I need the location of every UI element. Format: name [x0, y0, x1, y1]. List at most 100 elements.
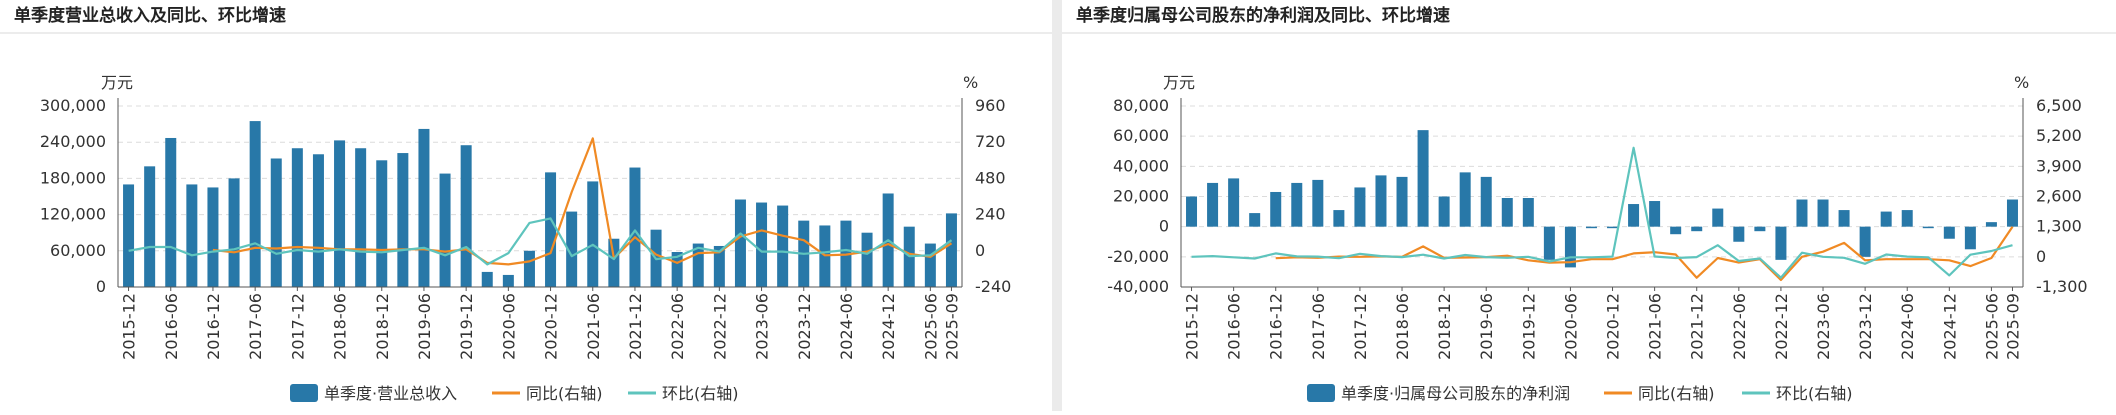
bar	[924, 243, 936, 287]
bar	[1691, 226, 1703, 232]
bar	[312, 154, 324, 287]
y-tick-label-right: 3,900	[2036, 156, 2082, 175]
x-tick-label: 2023-12	[1856, 293, 1875, 360]
y-tick-label-right: 5,200	[2036, 126, 2082, 145]
y-tick-label-right: 720	[975, 132, 1006, 151]
x-tick-label: 2016-12	[1267, 293, 1286, 360]
bar	[1459, 172, 1471, 227]
legend-label: 同比(右轴)	[526, 384, 603, 403]
y-tick-label-left: 80,000	[1113, 96, 1169, 115]
bar	[1228, 178, 1240, 227]
x-tick-label: 2015-12	[1183, 293, 1202, 360]
legend-swatch-bar	[1307, 384, 1335, 402]
bar	[523, 250, 535, 287]
legend-label: 同比(右轴)	[1638, 384, 1715, 403]
legend-label: 单季度·营业总收入	[324, 384, 457, 403]
x-tick-label: 2025-06	[921, 293, 940, 360]
y-tick-label-left: 0	[96, 277, 106, 296]
bar	[1985, 222, 1997, 227]
bar	[1796, 199, 1808, 227]
x-tick-label: 2023-12	[795, 293, 814, 360]
y-tick-label-left: 240,000	[40, 132, 106, 151]
bar	[1396, 176, 1408, 227]
bar	[1333, 210, 1345, 227]
x-tick-label: 2024-06	[1898, 293, 1917, 360]
x-tick-label: 2024-12	[1940, 293, 1959, 360]
bar	[566, 211, 578, 287]
chart-title: 单季度营业总收入及同比、环比增速	[14, 5, 286, 26]
bar	[1585, 226, 1597, 229]
x-tick-label: 2019-06	[1477, 293, 1496, 360]
net-profit-chart: 单季度归属母公司股东的净利润及同比、环比增速 -40,000 -20,000 0 20…	[1062, 5, 2116, 403]
y-tick-label-left: 60,000	[1113, 126, 1169, 145]
bar	[1712, 208, 1724, 227]
series-line	[1191, 146, 2013, 279]
bar	[355, 148, 367, 287]
bar	[165, 137, 177, 287]
y-tick-label-right: 0	[2036, 247, 2046, 266]
bar	[1480, 176, 1492, 227]
x-tick-label: 2025-09	[2003, 293, 2022, 360]
panel-separator	[1052, 0, 1062, 411]
bar	[1438, 196, 1450, 227]
y-tick-label-left: 60,000	[50, 241, 106, 260]
y-tick-label-right: -240	[975, 277, 1011, 296]
y-tick-label-right: 480	[975, 168, 1006, 187]
bar	[1186, 196, 1198, 227]
x-tick-label: 2017-12	[288, 293, 307, 360]
bar	[207, 187, 219, 287]
legend-label: 单季度·归属母公司股东的净利润	[1341, 384, 1570, 403]
bar	[1312, 179, 1324, 227]
x-tick-label: 2020-12	[1604, 293, 1623, 360]
x-tick-label: 2016-06	[1225, 293, 1244, 360]
y-tick-label-right: 960	[975, 96, 1006, 115]
x-tick-label: 2022-06	[1730, 293, 1749, 360]
y-tick-label-left: 40,000	[1113, 156, 1169, 175]
bar	[1628, 204, 1640, 227]
bar	[1270, 191, 1282, 227]
bar	[1607, 226, 1619, 229]
bar	[671, 252, 683, 287]
y-tick-label-right: 2,600	[2036, 187, 2082, 206]
x-tick-label: 2016-06	[162, 293, 181, 360]
x-tick-label: 2022-06	[668, 293, 687, 360]
bar	[249, 121, 261, 287]
bar	[1838, 210, 1850, 227]
bar	[481, 271, 493, 287]
x-tick-label: 2017-06	[246, 293, 265, 360]
bar	[1964, 226, 1976, 250]
bar	[692, 243, 704, 287]
bar	[228, 178, 240, 287]
bar	[439, 173, 451, 287]
bar	[1564, 226, 1576, 268]
x-tick-label: 2021-06	[1646, 293, 1665, 360]
bar	[1522, 198, 1534, 227]
bar	[1249, 213, 1261, 227]
x-tick-label: 2021-12	[626, 293, 645, 360]
y-tick-label-right: -1,300	[2036, 277, 2088, 296]
y-axis-unit-left: 万元	[101, 73, 133, 92]
x-tick-label: 2023-06	[753, 293, 772, 360]
bar	[1901, 210, 1913, 227]
bar	[734, 199, 746, 287]
bar	[861, 232, 873, 287]
y-tick-label-left: 300,000	[40, 96, 106, 115]
bar	[1733, 226, 1745, 242]
bar	[1922, 226, 1934, 229]
x-tick-label: 2020-12	[542, 293, 561, 360]
y-tick-label-right: 240	[975, 205, 1006, 224]
bar	[1417, 130, 1429, 227]
x-tick-label: 2018-06	[331, 293, 350, 360]
bar	[713, 245, 725, 287]
bar	[1207, 182, 1219, 227]
y-tick-label-right: 6,500	[2036, 96, 2082, 115]
y-tick-label-left: 0	[1159, 217, 1169, 236]
y-tick-label-left: 120,000	[40, 205, 106, 224]
legend-swatch-bar	[290, 384, 318, 402]
bar	[1775, 226, 1787, 260]
series-line	[128, 217, 953, 266]
bar	[144, 166, 156, 287]
bar	[1649, 201, 1661, 227]
x-tick-label: 2025-09	[942, 293, 961, 360]
bar	[629, 167, 641, 287]
